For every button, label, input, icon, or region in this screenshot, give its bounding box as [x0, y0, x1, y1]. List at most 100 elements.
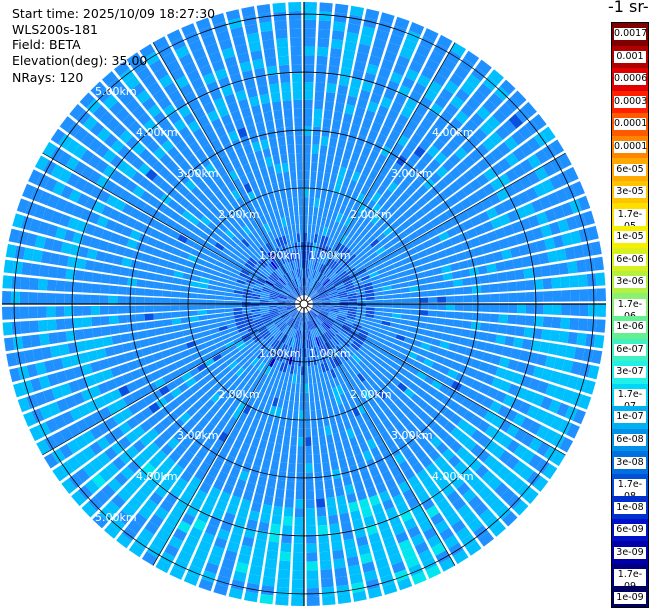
range-gate-cell: [409, 22, 425, 36]
range-gate-cell: [328, 339, 336, 349]
range-gate-cell: [168, 89, 183, 103]
range-gate-cell: [272, 259, 280, 269]
range-gate-cell: [152, 174, 165, 187]
range-gate-cell: [305, 428, 311, 438]
range-gate-cell: [234, 232, 244, 242]
range-gate-cell: [475, 464, 489, 479]
range-gate-cell: [3, 259, 15, 274]
range-gate-cell: [497, 272, 507, 282]
range-gate-cell: [504, 96, 520, 112]
range-gate-cell: [127, 360, 139, 371]
range-gate-cell: [308, 330, 312, 340]
range-gate-cell: [143, 394, 156, 406]
range-gate-cell: [337, 422, 346, 433]
range-gate-cell: [164, 125, 178, 139]
range-gate-cell: [68, 189, 82, 203]
range-gate-cell: [542, 412, 556, 427]
range-gate-cell: [569, 230, 582, 245]
range-gate-cell: [123, 248, 135, 259]
range-gate-cell: [323, 280, 332, 288]
range-gate-cell: [421, 476, 435, 490]
range-gate-cell: [414, 208, 426, 220]
range-gate-cell: [492, 251, 504, 262]
range-gate-cell: [155, 397, 168, 409]
range-gate-cell: [345, 168, 354, 180]
range-gate-cell: [100, 316, 110, 326]
range-gate-cell: [392, 304, 402, 309]
range-gate-cell: [265, 56, 277, 68]
range-gate-cell: [223, 337, 233, 345]
range-gate-cell: [402, 38, 418, 52]
range-gate-cell: [335, 212, 343, 223]
range-gate-cell: [306, 250, 310, 260]
range-gate-cell: [286, 300, 296, 303]
range-gate-cell: [237, 507, 249, 519]
range-gate-cell: [195, 56, 210, 69]
range-gate-cell: [309, 289, 316, 298]
range-gate-cell: [363, 430, 373, 442]
range-gate-cell: [274, 258, 282, 267]
range-gate-cell: [308, 311, 315, 319]
range-gate-cell: [225, 204, 236, 215]
range-gate-cell: [179, 250, 190, 260]
range-gate-cell: [169, 566, 185, 580]
range-gate-cell: [333, 367, 341, 377]
range-gate-cell: [138, 148, 152, 162]
range-gate-cell: [224, 243, 235, 252]
range-gate-cell: [477, 449, 491, 463]
range-gate-cell: [46, 319, 57, 331]
range-gate-cell: [290, 46, 302, 56]
range-gate-cell: [206, 304, 216, 310]
range-gate-cell: [177, 550, 193, 564]
range-gate-cell: [369, 329, 379, 336]
range-gate-cell: [386, 381, 397, 392]
range-gate-cell: [144, 305, 154, 313]
range-gate-cell: [212, 158, 223, 170]
range-gate-cell: [242, 335, 252, 343]
range-gate-cell: [348, 14, 363, 26]
range-gate-cell: [579, 304, 589, 317]
range-gate-cell: [339, 301, 349, 304]
range-gate-cell: [337, 84, 349, 96]
range-gate-cell: [414, 333, 425, 342]
range-gate-cell: [378, 250, 389, 259]
range-gate-cell: [427, 534, 442, 549]
range-gate-cell: [320, 569, 333, 579]
range-gate-cell: [119, 68, 135, 84]
range-gate-cell: [410, 309, 420, 315]
range-gate-cell: [279, 255, 286, 265]
range-gate-cell: [422, 392, 434, 404]
range-gate-cell: [272, 369, 279, 379]
range-gate-cell: [287, 271, 293, 281]
range-gate-cell: [285, 489, 295, 500]
range-gate-cell: [346, 315, 356, 320]
range-gate-cell: [105, 416, 118, 430]
range-gate-cell: [256, 277, 266, 284]
range-gate-cell: [204, 410, 215, 422]
range-gate-cell: [46, 279, 57, 291]
range-gate-cell: [336, 316, 346, 322]
range-gate-cell: [518, 401, 532, 415]
range-gate-cell: [441, 505, 456, 519]
range-gate-cell: [355, 52, 369, 64]
range-gate-cell: [104, 446, 118, 461]
range-gate-cell: [447, 194, 460, 206]
range-gate-cell: [346, 359, 355, 369]
range-gate-cell: [433, 204, 445, 216]
range-gate-cell: [234, 420, 244, 431]
range-gate-cell: [366, 350, 376, 360]
range-gate-cell: [200, 367, 211, 378]
range-gate-cell: [445, 207, 458, 219]
range-gate-cell: [203, 226, 214, 237]
colorbar-tick-label: 1e-08: [614, 501, 646, 514]
range-gate-cell: [291, 279, 297, 289]
range-gate-cell: [273, 109, 283, 120]
range-gate-cell: [202, 187, 214, 199]
range-gate-cell: [125, 75, 141, 91]
range-gate-cell: [240, 269, 250, 276]
range-gate-cell: [43, 237, 55, 251]
range-gate-cell: [28, 169, 42, 185]
range-gate-cell: [225, 340, 235, 349]
range-gate-cell: [403, 208, 414, 220]
range-gate-cell: [340, 121, 351, 132]
